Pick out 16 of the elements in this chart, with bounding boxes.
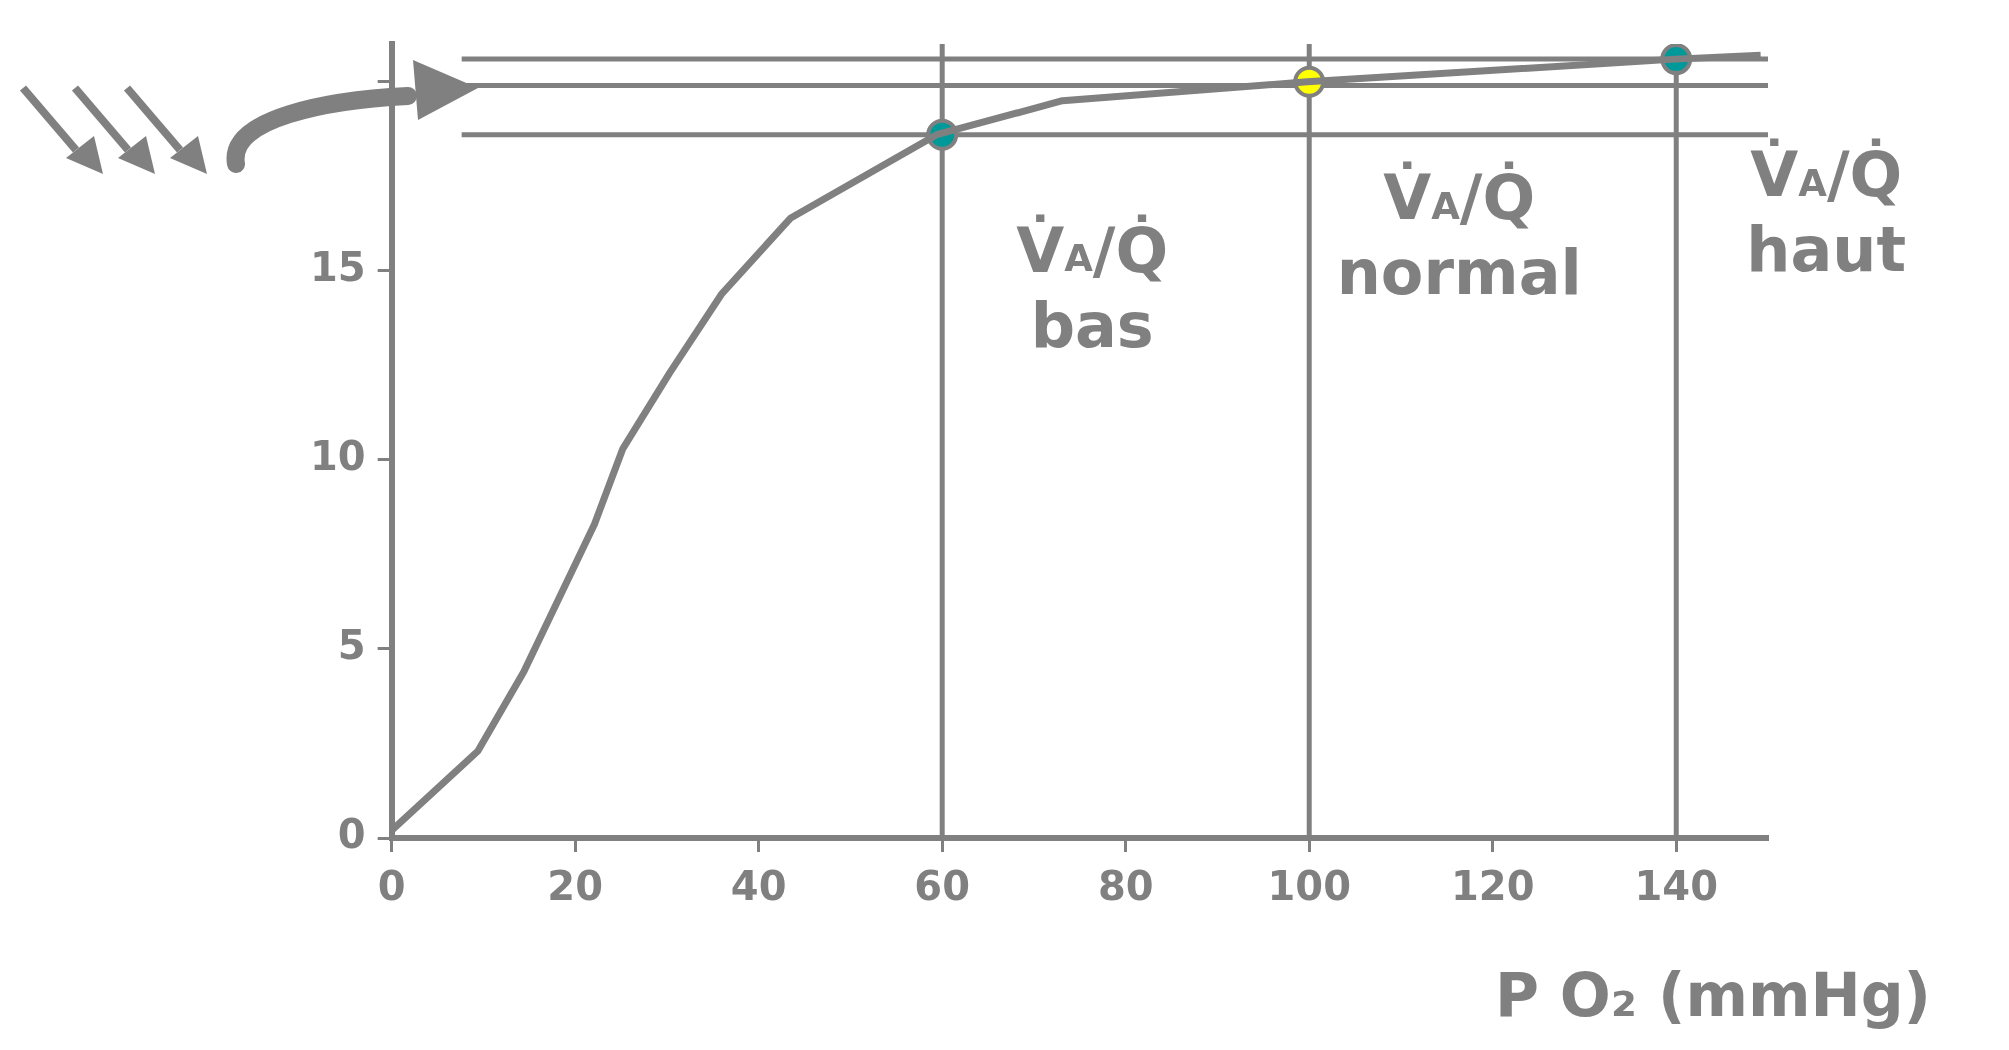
- annotation: V̇A/Q̇ haut: [1746, 137, 1907, 287]
- x-tick-label: 140: [1634, 863, 1718, 910]
- y-tick-label: 10: [309, 433, 366, 480]
- x-tick-label: 120: [1450, 863, 1535, 910]
- annotation: V̇A/Q̇ normal: [1336, 160, 1582, 309]
- x-tick-label: 80: [1097, 863, 1154, 910]
- x-tick-label: 20: [547, 863, 604, 910]
- y-tick-label: 0: [337, 811, 366, 858]
- annotation: V̇A/Q̇ bas: [1016, 213, 1169, 362]
- y-tick-label: 15: [309, 244, 366, 291]
- x-tick-label: 0: [377, 863, 406, 910]
- x-axis-title: P O₂ (mmHg): [1494, 959, 1932, 1030]
- x-tick-label: 100: [1267, 863, 1351, 910]
- y-tick-label: 5: [337, 622, 366, 669]
- x-tick-label: 60: [914, 863, 971, 910]
- x-tick-label: 40: [730, 863, 787, 910]
